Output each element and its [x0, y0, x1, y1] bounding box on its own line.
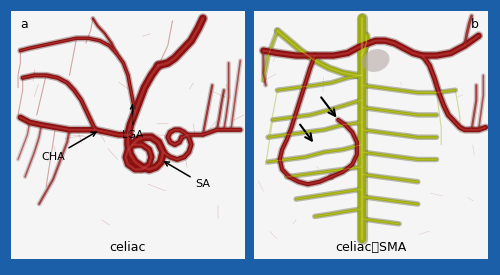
Text: LGA: LGA	[122, 104, 144, 140]
Text: a: a	[20, 18, 28, 31]
Text: SA: SA	[164, 162, 210, 189]
Text: celiac＋SMA: celiac＋SMA	[336, 241, 406, 254]
Text: celiac: celiac	[110, 241, 146, 254]
Ellipse shape	[362, 49, 390, 72]
Text: CHA: CHA	[41, 132, 96, 162]
Text: b: b	[471, 18, 478, 31]
